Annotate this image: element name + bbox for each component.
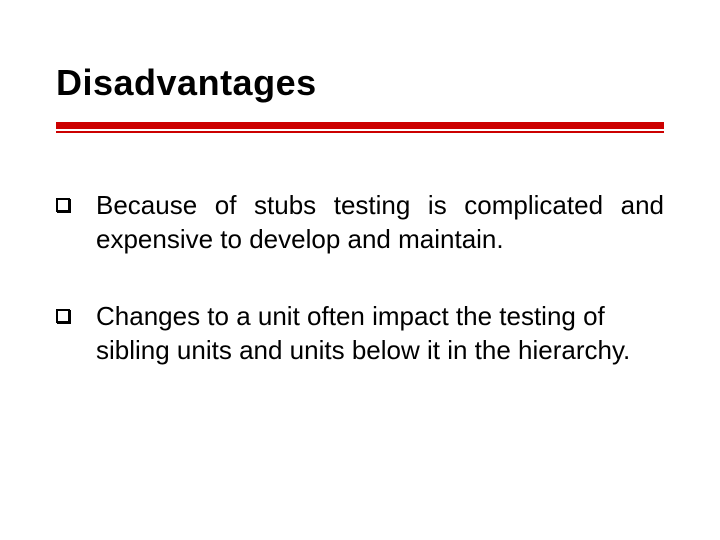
body-content: Because of stubs testing is complicated …	[56, 188, 664, 409]
list-item: Changes to a unit often impact the testi…	[56, 299, 664, 368]
slide: Disadvantages Because of stubs testing i…	[0, 0, 720, 540]
bullet-text: Because of stubs testing is complicated …	[96, 188, 664, 257]
divider-thin	[56, 131, 664, 133]
square-bullet-icon	[56, 198, 70, 212]
bullet-text: Changes to a unit often impact the testi…	[96, 299, 664, 368]
slide-title: Disadvantages	[56, 62, 317, 104]
divider-thick	[56, 122, 664, 129]
list-item: Because of stubs testing is complicated …	[56, 188, 664, 257]
square-bullet-icon	[56, 309, 70, 323]
